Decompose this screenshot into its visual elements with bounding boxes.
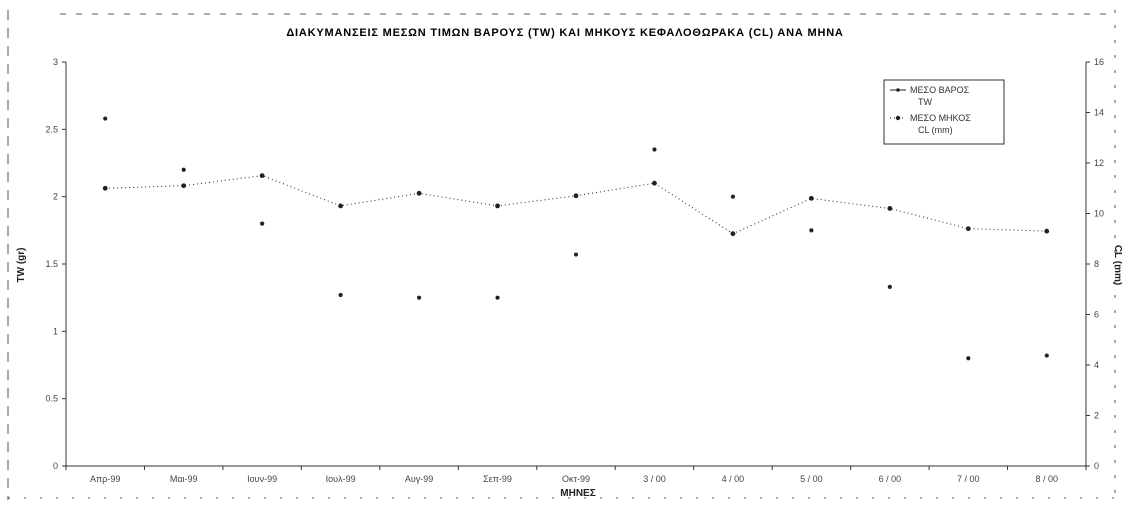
y-left-tick-label: 1 xyxy=(53,326,58,336)
y-right-tick-label: 2 xyxy=(1094,411,1099,421)
x-tick-label: Ιουλ-99 xyxy=(326,474,356,484)
y-right-tick-label: 12 xyxy=(1094,158,1104,168)
data-point-tw xyxy=(573,252,579,257)
legend-entry-cl-unit: CL (mm) xyxy=(918,125,953,135)
data-point-cl xyxy=(652,180,657,186)
data-point-cl xyxy=(965,226,971,232)
x-axis-label: ΜΗΝΕΣ xyxy=(560,488,595,499)
data-point-tw xyxy=(495,295,500,300)
data-point-tw xyxy=(338,292,343,298)
x-tick-label: 6 / 00 xyxy=(879,474,902,484)
tick-labels: 0 0.5 1 1.5 2 2.5 3 0 2 4 6 8 10 12 14 16 Απρ-99 Μαι-99 Ιο… xyxy=(45,57,1104,484)
data-point-cl xyxy=(259,173,265,179)
legend-box xyxy=(883,79,1005,145)
scan-frame xyxy=(7,10,1116,500)
y-right-tick-label: 0 xyxy=(1094,461,1099,471)
data-point-cl xyxy=(102,185,108,191)
y-right-tick-label: 6 xyxy=(1094,310,1099,320)
data-point-tw xyxy=(730,194,736,199)
y-axis-left-label: TW (gr) xyxy=(16,248,27,283)
y-right-tick-label: 4 xyxy=(1094,360,1099,370)
data-point-cl xyxy=(495,203,500,209)
y-left-tick-label: 1.5 xyxy=(45,259,58,269)
data-point-tw xyxy=(809,228,814,233)
data-point-tw xyxy=(103,116,108,121)
data-point-cl xyxy=(338,203,344,209)
data-point-cl xyxy=(416,190,422,196)
y-right-tick-label: 10 xyxy=(1094,209,1104,219)
data-point-tw xyxy=(887,284,892,289)
legend-entry-tw: ΜΕΣΟ ΒΑΡΟΣ xyxy=(910,85,970,95)
data-point-cl xyxy=(1044,228,1050,234)
x-tick-label: Αυγ-99 xyxy=(405,474,433,484)
data-point-cl xyxy=(573,193,579,199)
x-tick-label: 8 / 00 xyxy=(1036,474,1059,484)
legend-entry-cl: ΜΕΣΟ ΜΗΚΟΣ xyxy=(910,113,971,123)
y-left-tick-label: 3 xyxy=(53,57,58,67)
x-tick-label: Οκτ-99 xyxy=(562,474,590,484)
chart-marks xyxy=(102,116,1050,361)
x-tick-label: 3 / 00 xyxy=(643,474,666,484)
x-tick-label: 7 / 00 xyxy=(957,474,980,484)
x-tick-label: Μαι-99 xyxy=(170,474,198,484)
data-point-cl xyxy=(887,206,893,211)
data-point-tw xyxy=(416,295,422,300)
data-point-tw xyxy=(181,167,186,172)
series-line-cl xyxy=(105,175,1047,235)
legend-marker-cl xyxy=(895,115,901,121)
y-left-tick-label: 0.5 xyxy=(45,394,58,404)
x-tick-label: Απρ-99 xyxy=(90,474,120,484)
data-point-cl xyxy=(181,183,187,189)
y-right-tick-label: 8 xyxy=(1094,259,1099,269)
x-tick-label: Σεπ-99 xyxy=(483,474,512,484)
axes xyxy=(62,61,1090,470)
chart-title: ΔΙΑΚΥΜΑΝΣΕΙΣ ΜΕΣΩΝ ΤΙΜΩΝ ΒΑΡΟΥΣ (TW) ΚΑΙ… xyxy=(286,27,843,39)
y-axis-right-label: CL (mm) xyxy=(1112,245,1122,285)
legend: ΜΕΣΟ ΒΑΡΟΣ TW ΜΕΣΟ ΜΗΚΟΣ CL (mm) xyxy=(883,79,1005,145)
data-point-tw xyxy=(652,147,657,152)
data-point-cl xyxy=(730,231,736,237)
x-tick-label: 5 / 00 xyxy=(800,474,823,484)
data-point-tw xyxy=(966,356,971,361)
y-left-tick-label: 2 xyxy=(53,192,58,202)
data-point-cl xyxy=(808,195,814,201)
y-left-tick-label: 0 xyxy=(53,461,58,471)
x-tick-label: 4 / 00 xyxy=(722,474,745,484)
legend-marker-tw xyxy=(896,88,900,92)
data-point-tw xyxy=(1044,353,1049,358)
legend-entry-tw-unit: TW xyxy=(918,97,932,107)
y-left-tick-label: 2.5 xyxy=(45,124,58,134)
data-point-tw xyxy=(260,221,265,226)
y-right-tick-label: 16 xyxy=(1094,57,1104,67)
x-tick-label: Ιουν-99 xyxy=(247,474,277,484)
y-right-tick-label: 14 xyxy=(1094,108,1104,118)
